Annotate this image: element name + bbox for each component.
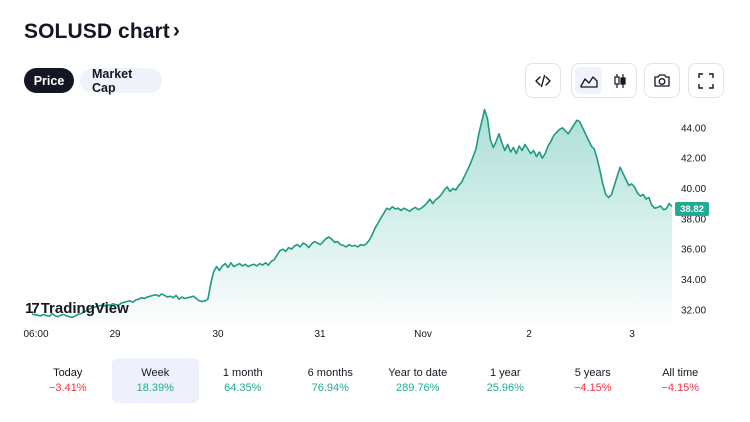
price-chart[interactable]: 44.00 42.00 40.00 38.00 36.00 34.00 32.00 06:0… — [0, 100, 750, 345]
current-price-badge: 38.82 — [675, 202, 709, 216]
period-selector: Today −3.41% Week 18.39% 1 month 64.35% 6 mont… — [24, 358, 724, 403]
x-tick-label: 2 — [526, 329, 532, 340]
period-label: Week — [141, 367, 170, 379]
x-tick-label: 3 — [629, 329, 635, 340]
period-change-value: 289.76% — [396, 382, 440, 394]
period-label: 5 years — [574, 367, 611, 379]
code-icon — [535, 74, 551, 87]
period-1-month[interactable]: 1 month 64.35% — [199, 358, 287, 403]
x-tick-label: 29 — [109, 329, 121, 340]
period-change-value: 76.94% — [311, 382, 349, 394]
x-tick-label: Nov — [414, 329, 432, 340]
period-year-to-date[interactable]: Year to date 289.76% — [374, 358, 462, 403]
period-change-value: −4.15% — [573, 382, 612, 394]
period-label: All time — [662, 367, 699, 379]
tradingview-logo-icon: 17 — [25, 300, 40, 317]
y-tick-label: 32.00 — [681, 305, 706, 316]
area-chart-icon — [579, 75, 598, 88]
period-change-value: −4.15% — [661, 382, 700, 394]
tradingview-watermark[interactable]: 17 TradingView — [25, 300, 129, 317]
y-tick-label: 34.00 — [681, 275, 706, 286]
tradingview-wordmark: TradingView — [40, 300, 129, 317]
candles-chart-button[interactable] — [606, 67, 633, 94]
y-tick-label: 40.00 — [681, 184, 706, 195]
embed-button[interactable] — [525, 63, 561, 98]
price-area-fill — [32, 109, 672, 322]
period-label: 1 year — [489, 367, 521, 379]
period-change-value: −3.41% — [48, 382, 87, 394]
period-label: Year to date — [388, 367, 448, 379]
period-change-value: 64.35% — [224, 382, 262, 394]
x-tick-label: 31 — [314, 329, 326, 340]
price-line — [31, 108, 673, 319]
y-tick-label: 38.00 — [681, 214, 706, 225]
period-label: Today — [53, 367, 83, 379]
market-cap-toggle[interactable]: Market Cap — [80, 67, 162, 95]
period-label: 6 months — [307, 367, 353, 379]
period-week[interactable]: Week 18.39% — [111, 358, 199, 403]
period-5-years[interactable]: 5 years −4.15% — [549, 358, 637, 403]
period-6-months[interactable]: 6 months 76.94% — [287, 358, 375, 403]
x-tick-label: 30 — [212, 329, 224, 340]
title-text: SOLUSD chart — [24, 20, 170, 43]
chart-style-group — [571, 63, 637, 98]
period-all-time[interactable]: All time −4.15% — [637, 358, 725, 403]
period-label: 1 month — [222, 367, 263, 379]
snapshot-button[interactable] — [644, 63, 680, 98]
camera-icon — [654, 74, 670, 87]
page-title[interactable]: SOLUSD chart › — [24, 19, 180, 44]
chevron-right-icon: › — [172, 19, 180, 42]
y-tick-label: 36.00 — [681, 245, 706, 256]
x-tick-label: 06:00 — [23, 329, 48, 340]
period-1-year[interactable]: 1 year 25.96% — [462, 358, 550, 403]
area-chart-button[interactable] — [575, 67, 602, 94]
period-change-value: 18.39% — [136, 382, 174, 394]
period-change-value: 25.96% — [486, 382, 524, 394]
y-tick-label: 42.00 — [681, 154, 706, 165]
fullscreen-button[interactable] — [688, 63, 724, 98]
period-today[interactable]: Today −3.41% — [24, 358, 112, 403]
candlestick-icon — [613, 73, 626, 88]
price-toggle[interactable]: Price — [24, 68, 74, 93]
y-tick-label: 44.00 — [681, 123, 706, 134]
fullscreen-icon — [698, 72, 714, 89]
